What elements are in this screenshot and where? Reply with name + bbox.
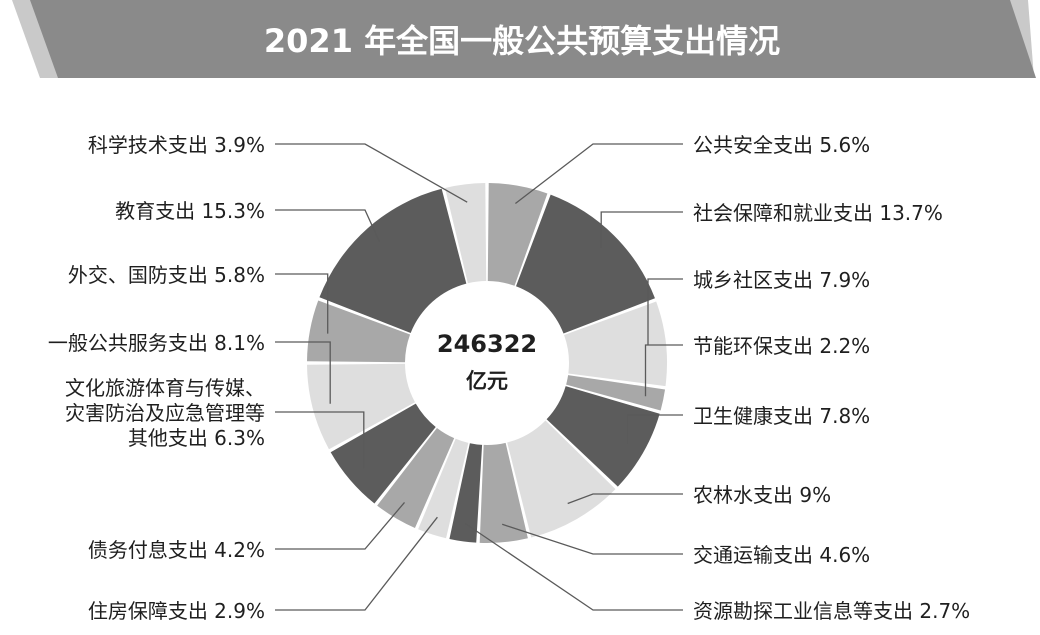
leader-line xyxy=(515,143,683,205)
chart-title: 2021 年全国一般公共预算支出情况 xyxy=(264,22,780,60)
leader-line xyxy=(501,523,683,555)
leader-line xyxy=(464,522,683,611)
slice-label: 农林水支出 9% xyxy=(693,483,831,507)
leader-line xyxy=(275,143,468,203)
leader-line xyxy=(275,209,381,243)
slice-label: 资源勘探工业信息等支出 2.7% xyxy=(693,599,970,623)
slice-label: 社会保障和就业支出 13.7% xyxy=(693,201,943,225)
slice-label-line: 文化旅游体育与传媒、 xyxy=(65,376,265,400)
leader-line xyxy=(644,344,683,397)
donut-slice xyxy=(449,443,483,543)
donut-slice xyxy=(445,183,487,284)
slice-labels: 公共安全支出 5.6% 社会保障和就业支出 13.7% 城乡社区支出 7.9% 节能环… xyxy=(48,133,970,623)
slice-label: 文化旅游体育与传媒、灾害防治及应急管理等其他支出 6.3% xyxy=(65,376,265,450)
donut-slice xyxy=(546,386,660,487)
center-total-unit: 亿元 xyxy=(466,369,508,393)
donut-slice xyxy=(507,420,616,538)
leader-lines xyxy=(275,143,683,611)
leader-line xyxy=(275,273,329,334)
donut-slice xyxy=(319,188,467,334)
donut-slice xyxy=(307,363,416,450)
donut-slice xyxy=(479,442,528,543)
donut-slice xyxy=(307,300,411,363)
donut-slices xyxy=(307,183,667,543)
slice-label: 一般公共服务支出 8.1% xyxy=(48,331,265,355)
slice-label: 教育支出 15.3% xyxy=(115,199,265,223)
slice-label: 卫生健康支出 7.8% xyxy=(693,404,870,428)
leader-line xyxy=(626,414,683,444)
slice-label: 城乡社区支出 7.9% xyxy=(693,268,870,292)
title-banner: 2021 年全国一般公共预算支出情况 xyxy=(12,0,1036,78)
banner-body xyxy=(30,0,1036,78)
slice-label: 节能环保支出 2.2% xyxy=(693,334,870,358)
donut-slice xyxy=(564,301,667,387)
leader-line xyxy=(275,411,365,469)
donut-slice xyxy=(487,183,548,286)
donut-slice xyxy=(330,403,436,504)
slice-label: 债务付息支出 4.2% xyxy=(88,538,265,562)
leader-line xyxy=(600,211,683,249)
leader-line xyxy=(647,278,683,346)
slice-label: 交通运输支出 4.6% xyxy=(693,543,870,567)
donut-slice xyxy=(515,194,655,334)
donut-slice xyxy=(377,427,455,528)
slice-label: 公共安全支出 5.6% xyxy=(693,133,870,157)
slice-label-line: 灾害防治及应急管理等 xyxy=(65,401,265,425)
slice-label-line: 其他支出 6.3% xyxy=(128,426,265,450)
leader-line xyxy=(567,493,683,505)
donut-slice xyxy=(566,375,666,411)
leader-line xyxy=(275,516,438,611)
donut-center: 246322 亿元 xyxy=(437,330,537,393)
leader-line xyxy=(275,501,405,550)
leader-line xyxy=(275,341,331,404)
center-total-value: 246322 xyxy=(437,330,537,358)
slice-label: 科学技术支出 3.9% xyxy=(88,133,265,157)
donut-slice xyxy=(418,438,469,539)
slice-label: 外交、国防支出 5.8% xyxy=(68,263,265,287)
slice-label: 住房保障支出 2.9% xyxy=(88,599,265,623)
